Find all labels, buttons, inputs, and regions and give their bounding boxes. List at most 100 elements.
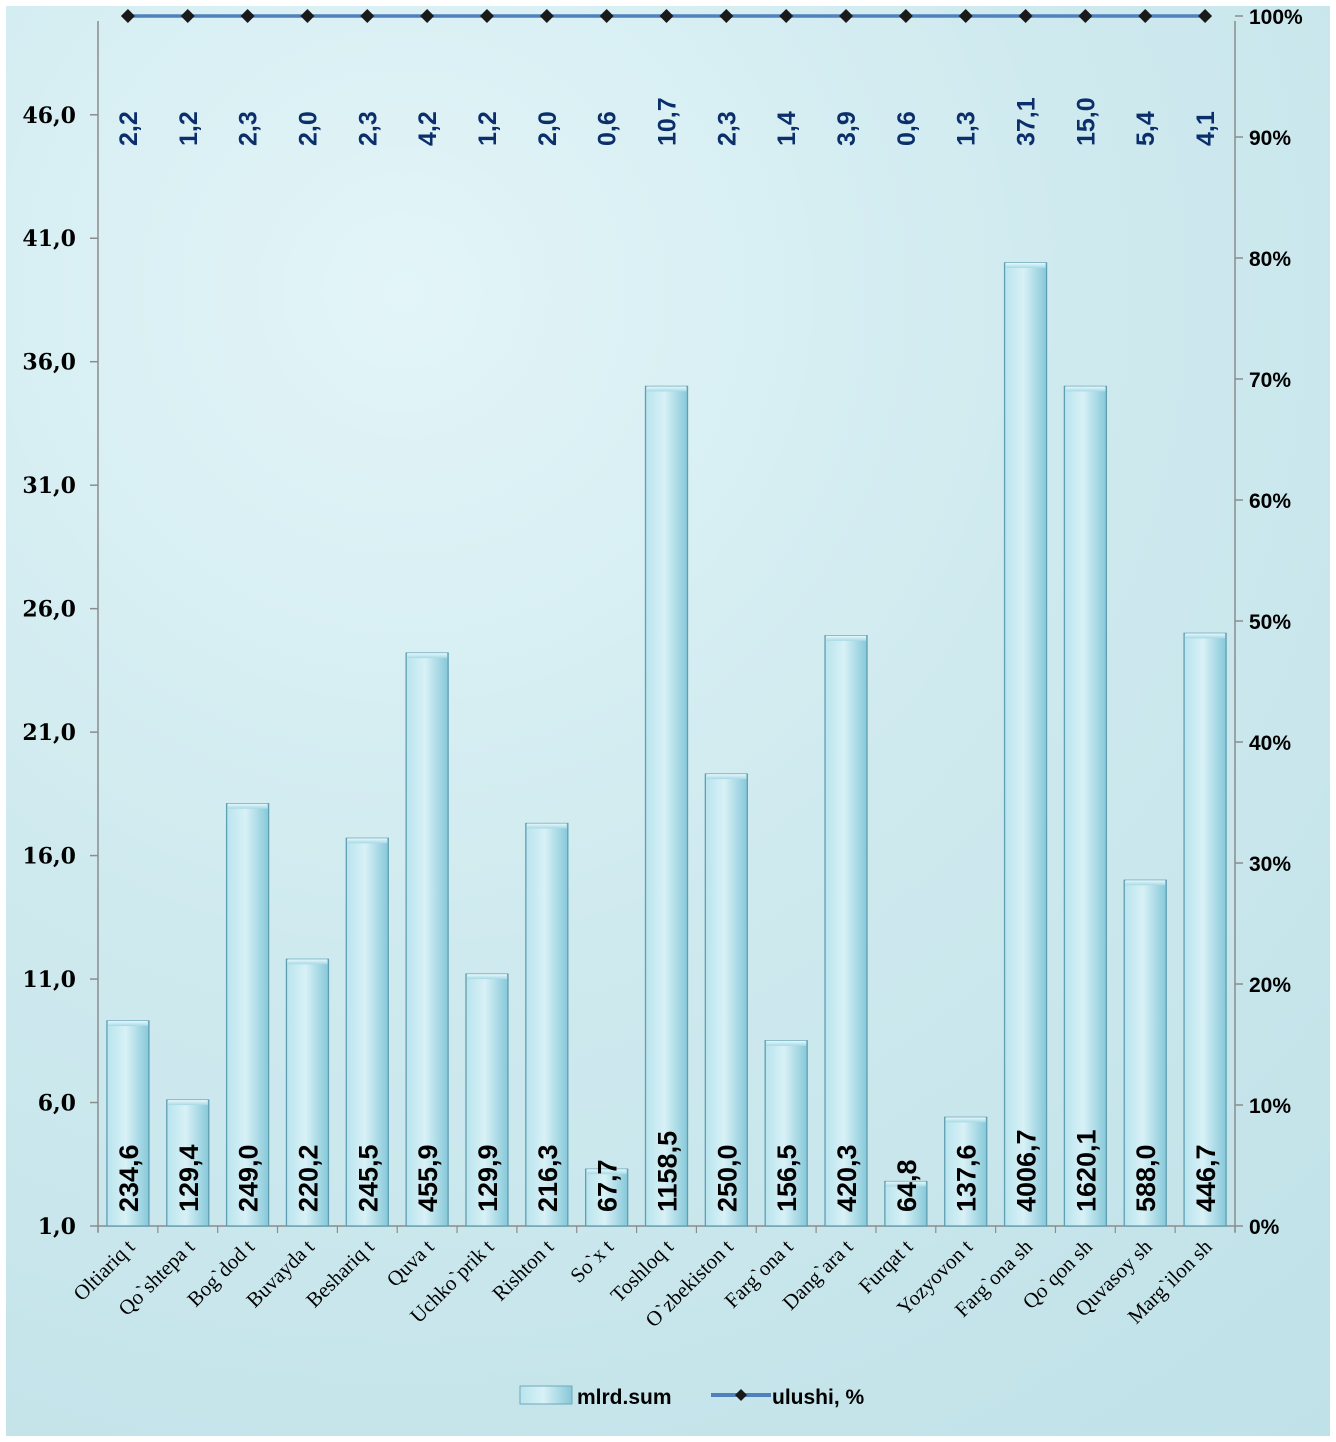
share-value-label: 2,2: [115, 111, 143, 146]
y-left-tick-label: 36,0: [22, 350, 76, 376]
labels-layer: 234,6 129,4 249,0 220,2 245,5 455,9 129,9 216,3…: [114, 97, 1221, 1212]
bar-value-label: 216,3: [533, 1144, 563, 1212]
bar-value-label: 4006,7: [1012, 1129, 1042, 1212]
y-right-tick-label: 20%: [1249, 974, 1291, 997]
combo-chart: 1,0 6,0 11,0 16,0 21,0 26,0 31,0 36,0 41,0 46,0 0%…: [22, 6, 1303, 1409]
bar-top-highlight: [526, 823, 567, 829]
bar-top-highlight: [766, 1040, 807, 1046]
share-marker: [659, 9, 674, 23]
y-right-tick-label: 100%: [1249, 6, 1303, 29]
bar-value-label: 249,0: [234, 1144, 264, 1212]
bar: [1183, 632, 1227, 1227]
bar: [704, 773, 748, 1227]
bar-top-highlight: [826, 635, 867, 641]
bar: [644, 385, 689, 1227]
bar-top-highlight: [466, 974, 507, 980]
share-marker: [420, 9, 435, 23]
bar-top-highlight: [586, 1169, 627, 1175]
share-value-label: 4,2: [414, 111, 442, 146]
bar-value-label: 234,6: [114, 1144, 144, 1212]
share-marker: [1018, 9, 1033, 23]
share-marker: [1138, 9, 1153, 23]
y-left-tick-label: 26,0: [22, 597, 76, 623]
bar: [405, 652, 449, 1227]
share-marker: [839, 9, 854, 23]
bar-top-highlight: [646, 386, 687, 392]
legend-marker-icon: [735, 1389, 747, 1401]
legend-label-bar: mlrd.sum: [577, 1386, 672, 1409]
share-value-label: 10,7: [654, 97, 682, 146]
bar-value-label: 250,0: [712, 1144, 742, 1212]
share-value-label: 2,3: [235, 111, 263, 146]
share-marker: [300, 9, 315, 23]
bar-top-highlight: [945, 1117, 986, 1123]
legend-label-line: ulushi, %: [772, 1386, 865, 1409]
bar: [465, 973, 509, 1227]
share-marker: [1198, 9, 1213, 23]
bar-value-label: 1620,1: [1071, 1129, 1101, 1212]
legend: mlrd.sum ulushi, %: [519, 1385, 865, 1409]
y-right-tick-label: 50%: [1249, 611, 1291, 634]
bar-value-label: 455,9: [413, 1144, 443, 1212]
bar-top-highlight: [1065, 386, 1106, 392]
y-left-tick-label: 21,0: [22, 720, 76, 746]
bar-value-label: 129,9: [473, 1144, 503, 1212]
share-value-label: 1,4: [773, 111, 801, 146]
bar-value-label: 1158,5: [653, 1131, 683, 1212]
x-tick-label: Quva t: [382, 1234, 439, 1291]
share-value-label: 15,0: [1072, 97, 1100, 146]
bar-top-highlight: [407, 653, 448, 659]
y-right-tick-label: 90%: [1249, 127, 1291, 150]
bar-value-label: 137,6: [952, 1144, 982, 1212]
share-marker: [180, 9, 195, 23]
bar-value-label: 588,0: [1131, 1144, 1161, 1212]
y-right-tick-label: 30%: [1249, 853, 1291, 876]
share-value-label: 2,0: [294, 111, 322, 146]
bar: [944, 1116, 988, 1227]
share-marker: [958, 9, 973, 23]
bar-top-highlight: [706, 774, 747, 780]
bar-top-highlight: [1185, 633, 1226, 639]
share-marker: [719, 9, 734, 23]
bar-value-label: 129,4: [174, 1144, 204, 1212]
y-left-tick-label: 6,0: [38, 1091, 76, 1117]
bar-value-label: 64,8: [892, 1159, 922, 1212]
share-marker: [779, 9, 794, 23]
chart-frame: 1,0 6,0 11,0 16,0 21,0 26,0 31,0 36,0 41,0 46,0 0%…: [6, 6, 1330, 1436]
y-right-tick-label: 40%: [1249, 732, 1291, 755]
share-value-label: 2,0: [534, 111, 562, 146]
bar: [106, 1020, 150, 1227]
y-right-tick-label: 70%: [1249, 369, 1291, 392]
bar-value-label: 420,3: [832, 1144, 862, 1212]
y-left-tick-label: 31,0: [22, 473, 76, 499]
bar: [764, 1040, 808, 1227]
share-value-label: 0,6: [893, 111, 921, 146]
bar-top-highlight: [885, 1181, 926, 1187]
share-value-label: 1,3: [953, 111, 981, 146]
share-value-label: 2,3: [713, 111, 741, 146]
share-value-label: 37,1: [1013, 97, 1041, 146]
share-marker: [539, 9, 554, 23]
bar: [1063, 385, 1108, 1227]
share-value-label: 4,1: [1192, 111, 1220, 146]
bar-value-label: 156,5: [772, 1144, 802, 1212]
share-marker: [240, 9, 255, 23]
y-left-tick-label: 46,0: [22, 103, 76, 129]
share-value-label: 5,4: [1132, 111, 1160, 146]
share-value-label: 3,9: [833, 111, 861, 146]
bar-top-highlight: [1005, 262, 1046, 268]
bar-top-highlight: [347, 838, 388, 844]
share-marker: [599, 9, 614, 23]
bar-top-highlight: [287, 959, 328, 965]
y-right-tick-label: 60%: [1249, 490, 1291, 513]
bars-layer: [106, 262, 1227, 1227]
bar: [1123, 879, 1167, 1227]
line-layer: [120, 9, 1213, 23]
share-value-label: 0,6: [594, 111, 622, 146]
y-right-tick-label: 10%: [1249, 1095, 1291, 1118]
x-tick-label: So`x t: [565, 1234, 618, 1287]
share-marker: [360, 9, 375, 23]
bar-top-highlight: [1125, 880, 1166, 886]
y-left-tick-label: 11,0: [22, 967, 76, 993]
share-value-label: 1,2: [474, 111, 502, 146]
